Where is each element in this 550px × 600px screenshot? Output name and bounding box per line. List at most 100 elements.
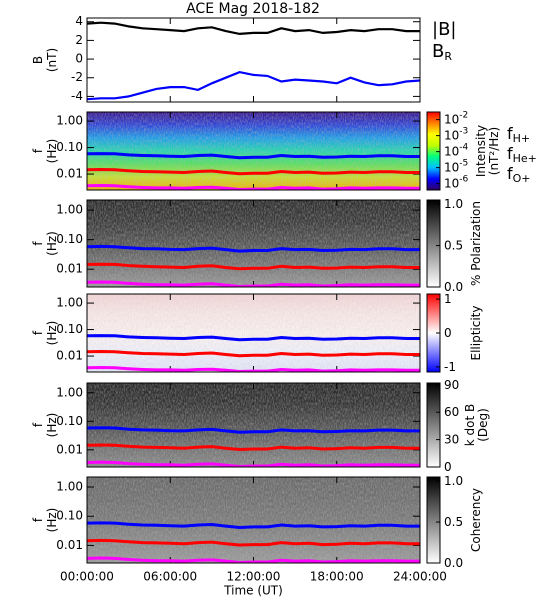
colorbar-tick-exponent: -4 [459,142,468,152]
chart-title: ACE Mag 2018-182 [186,1,320,17]
y-tick-label: 0.01 [56,442,83,456]
x-tick-label: 00:00:00 [60,570,114,584]
colorbar-tick-text: 30 [444,432,459,446]
y-axis-label: f(Hz) [31,413,59,438]
data-line [87,280,420,287]
y-axis-label-line: (Hz) [45,139,59,164]
y-tick-label: -2 [71,70,83,84]
y-tick-label: 0.01 [56,167,83,181]
colorbar-tick-label: 10-3 [444,126,468,142]
y-tick-label: 0.01 [56,538,83,552]
y-axis-label-line: f [31,148,45,153]
colorbar-tick-text: 1.0 [444,197,463,211]
colorbar-label: Intensity(nT²/Hz) [474,125,501,177]
legend-entry: fO+ [507,164,531,186]
colorbar-tick-text: 90 [444,377,459,391]
colorbar-tick-label: 10-4 [444,142,469,158]
y-axis-label-line: f [31,330,45,335]
colorbar-tick-text: 10 [444,128,459,142]
y-tick-label: 0.01 [56,349,83,363]
y-tick-label: 1.00 [56,296,83,310]
spectrogram-texture [87,477,420,563]
x-axis-label: Time (UT) [223,584,283,598]
colorbar-tick-label: 0.0 [444,556,463,570]
colorbar-tick-label: 0.0 [444,280,463,294]
x-tick-label: 24:00:00 [393,570,447,584]
legend-entry: fH+ [507,124,530,146]
colorbar-tick-text: 10 [444,112,459,126]
y-axis-label-line: (Hz) [45,508,59,533]
data-line [87,521,420,530]
legend-subscript: O+ [513,172,531,185]
plot-frame [86,111,421,191]
data-line [87,349,420,358]
colorbar [426,476,441,564]
y-axis-label: B(nT) [31,48,59,72]
colorbar-tick-exponent: -3 [459,126,468,136]
colorbar-tick-label: 0.5 [444,238,463,252]
x-tick-label: 12:00:00 [227,570,281,584]
colorbar-tick-text: 1.0 [444,474,463,488]
colorbar-tick-label: 1 [444,292,452,306]
data-line [87,460,420,467]
colorbar-label-line: % Polarization [469,201,483,286]
data-line [87,334,420,342]
colorbar-tick-label: 90 [444,377,459,391]
legend-name: f [507,124,513,143]
plot-frame [86,199,421,288]
data-line [87,21,420,36]
colorbar-tick-label: -1 [444,359,456,373]
colorbar-tick-label: 30 [444,432,459,446]
colorbar-tick-label: 0 [444,460,452,474]
colorbar-label: k dot B(Deg) [463,404,490,446]
colorbar-tick-label: 10-5 [444,158,468,174]
colorbar-label-line: k dot B [463,404,477,446]
y-tick-label: 0.10 [56,414,83,428]
y-axis-label-line: (Hz) [45,231,59,256]
y-tick-label: 1.00 [56,114,83,128]
colorbar-tick-text: 0.5 [444,515,463,529]
data-line [87,183,420,190]
y-tick-label: 1.00 [56,385,83,399]
legend-entry: |B| [432,19,456,40]
data-line [87,426,420,434]
y-axis-label-line: f [31,241,45,246]
y-tick-label: 1.00 [56,480,83,494]
data-line [87,556,420,563]
colorbar-label-line: (nT²/Hz) [487,127,501,175]
y-tick-label: -4 [71,89,83,103]
data-line [87,244,420,253]
plot-frame [86,293,421,373]
colorbar-tick-text: 10 [444,176,459,190]
y-tick-label: 0.10 [56,140,83,154]
colorbar-tick-label: 0 [444,326,452,340]
colorbar-label-line: Coherency [469,488,483,552]
legend-name: f [507,144,513,163]
y-tick-label: 0 [75,52,83,66]
data-line [87,538,420,547]
colorbar-tick-text: 60 [444,405,459,419]
y-axis-label-line: f [31,422,45,427]
colorbar-label: Coherency [469,488,483,552]
y-axis-label-line: (nT) [45,48,59,72]
colorbar [426,382,441,468]
legend-name: |B| [432,19,456,40]
y-axis-label-line: (Hz) [45,413,59,438]
plot-frame [86,17,421,103]
colorbar-tick-text: 10 [444,144,459,158]
colorbar-tick-text: 0 [444,460,452,474]
colorbar-tick-text: -1 [444,359,456,373]
legend-subscript: R [444,50,452,63]
legend-entry: fHe+ [507,144,537,166]
y-tick-label: 0.10 [56,322,83,336]
colorbar-tick-text: 0 [444,326,452,340]
x-tick-label: 18:00:00 [310,570,364,584]
colorbar-label: Ellipticity [469,306,483,361]
legend-subscript: He+ [513,152,537,165]
colorbar-tick-label: 1.0 [444,474,463,488]
y-axis-label: f(Hz) [31,231,59,256]
spectrogram-texture [87,383,420,467]
colorbar-tick-exponent: -2 [459,110,468,120]
y-axis-label-line: (Hz) [45,321,59,346]
colorbar-tick-text: 0.0 [444,556,463,570]
